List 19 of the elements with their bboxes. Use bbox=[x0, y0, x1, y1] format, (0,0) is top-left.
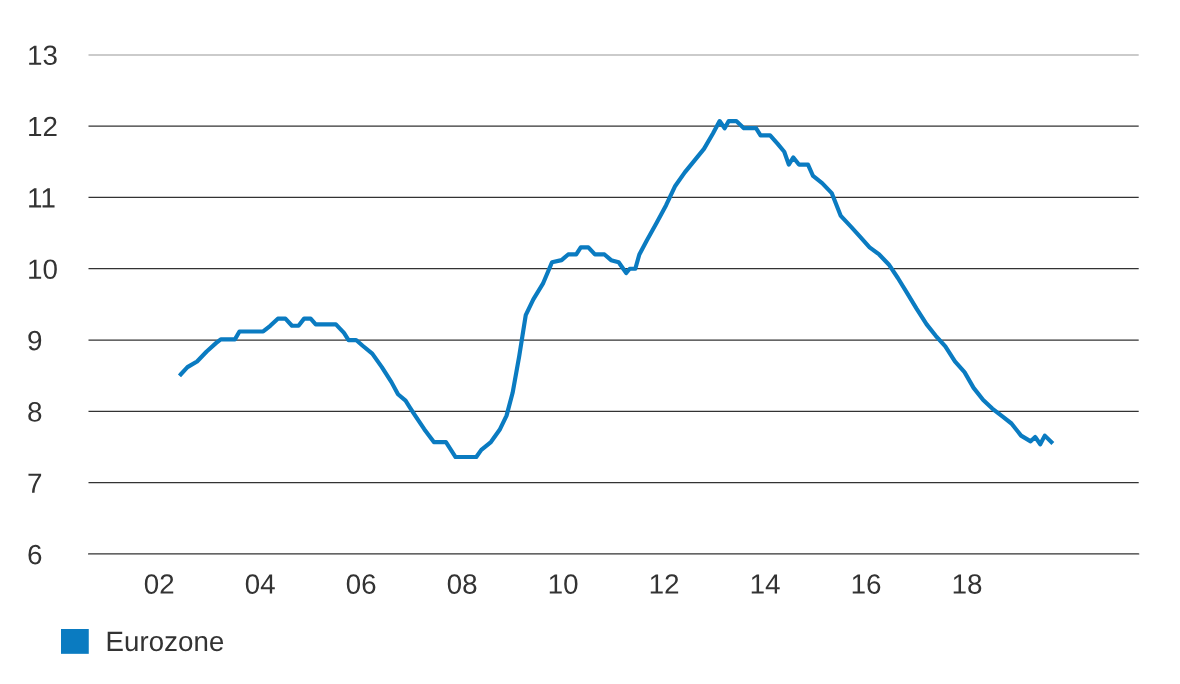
x-tick-label: 08 bbox=[447, 574, 477, 594]
x-tick-label: 18 bbox=[953, 574, 982, 594]
x-tick-label: 04 bbox=[245, 574, 275, 594]
y-tick-label: 12 bbox=[29, 116, 57, 137]
x-tick-label: 14 bbox=[751, 574, 780, 594]
y-tick-label: 7 bbox=[28, 473, 42, 493]
line-series bbox=[178, 118, 1054, 460]
y-tick-label: 8 bbox=[28, 402, 42, 422]
legend-label: Eurozone bbox=[107, 631, 224, 652]
x-tick-label: 06 bbox=[346, 574, 376, 594]
y-tick-label: 10 bbox=[29, 259, 57, 280]
y-tick-label: 11 bbox=[29, 188, 55, 208]
x-tick-label: 02 bbox=[144, 574, 174, 594]
x-tick-label: 12 bbox=[650, 574, 679, 594]
x-tick-label: 10 bbox=[549, 574, 578, 594]
y-tick-label: 6 bbox=[28, 544, 42, 565]
x-tick-label: 16 bbox=[852, 574, 881, 594]
y-tick-label: 9 bbox=[28, 330, 42, 351]
y-tick-label: 13 bbox=[29, 45, 57, 66]
